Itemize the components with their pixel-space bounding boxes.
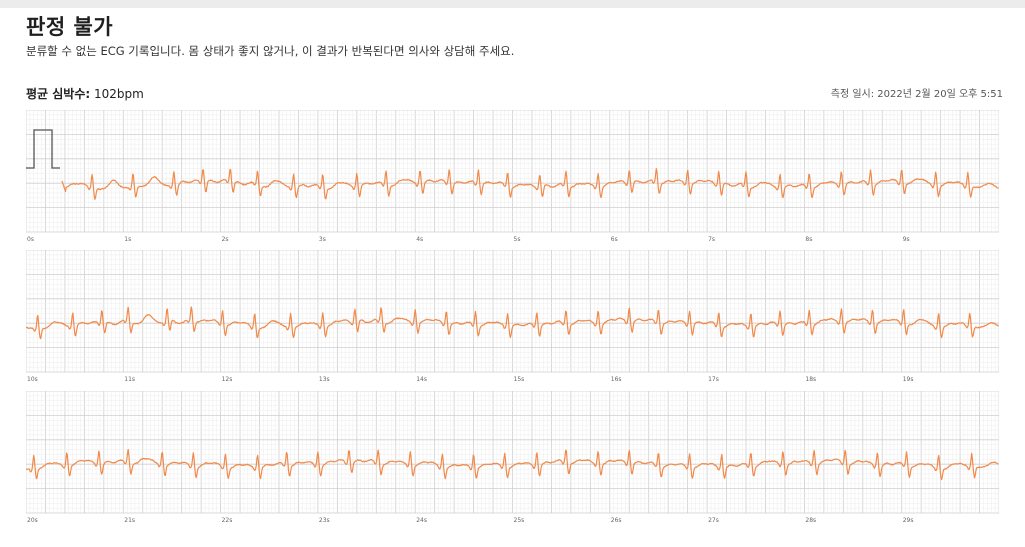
time-tick-label: 3s (319, 236, 326, 242)
time-tick-label: 21s (124, 517, 135, 523)
time-tick-label: 26s (611, 517, 622, 523)
ecg-trace (26, 306, 999, 340)
time-tick-label: 16s (611, 376, 622, 382)
time-tick-label: 10s (27, 376, 38, 382)
time-tick-label: 2s (222, 236, 229, 242)
ecg-strip-2: 10s 11s 12s 13s 14s 15s 16s 17s 18s 19s (26, 250, 999, 382)
time-tick-label: 17s (708, 376, 719, 382)
ecg-trace (26, 448, 999, 481)
time-tick-label: 28s (805, 517, 816, 523)
ecg-strip-2-svg: 10s 11s 12s 13s 14s 15s 16s 17s 18s 19s (26, 250, 999, 382)
time-tick-label: 9s (903, 236, 910, 242)
result-description: 분류할 수 없는 ECG 기록입니다. 몸 상태가 좋지 않거나, 이 결과가 … (26, 44, 515, 58)
ecg-trace (61, 167, 999, 200)
time-tick-label: 5s (514, 236, 521, 242)
time-tick-label: 1s (124, 236, 131, 242)
time-tick-label: 13s (319, 376, 330, 382)
time-tick-label: 12s (222, 376, 233, 382)
time-tick-label: 4s (416, 236, 423, 242)
time-tick-label: 25s (514, 517, 525, 523)
ecg-grid (26, 250, 999, 373)
time-tick-label: 18s (805, 376, 816, 382)
time-tick-label: 20s (27, 517, 38, 523)
time-tick-label: 23s (319, 517, 330, 523)
time-tick-label: 15s (514, 376, 525, 382)
ecg-strip-1-svg: 0s 1s 2s 3s 4s 5s 6s 7s 8s 9s (26, 110, 999, 242)
calibration-pulse (26, 129, 60, 169)
time-tick-label: 0s (27, 236, 34, 242)
ecg-strip-3: 20s 21s 22s 23s 24s 25s 26s 27s 28s 29s (26, 391, 999, 523)
ecg-strip-1: 0s 1s 2s 3s 4s 5s 6s 7s 8s 9s (26, 110, 999, 242)
time-tick-label: 24s (416, 517, 427, 523)
time-tick-label: 11s (124, 376, 135, 382)
time-tick-label: 7s (708, 236, 715, 242)
ecg-strip-3-svg: 20s 21s 22s 23s 24s 25s 26s 27s 28s 29s (26, 391, 999, 523)
time-tick-label: 6s (611, 236, 618, 242)
average-heart-rate-label: 평균 심박수: (26, 87, 91, 101)
time-tick-label: 19s (903, 376, 914, 382)
average-heart-rate-value: 102bpm (94, 87, 144, 101)
time-tick-label: 29s (903, 517, 914, 523)
time-tick-label: 22s (222, 517, 233, 523)
measurement-datetime: 측정 일시: 2022년 2월 20일 오후 5:51 (830, 89, 1003, 100)
ecg-grid (26, 391, 999, 514)
top-bar (0, 0, 1025, 8)
ecg-grid (26, 110, 999, 233)
average-heart-rate: 평균 심박수: 102bpm (26, 85, 144, 102)
page-title: 판정 불가 (26, 15, 114, 39)
time-tick-label: 27s (708, 517, 719, 523)
time-tick-label: 8s (805, 236, 812, 242)
time-tick-label: 14s (416, 376, 427, 382)
